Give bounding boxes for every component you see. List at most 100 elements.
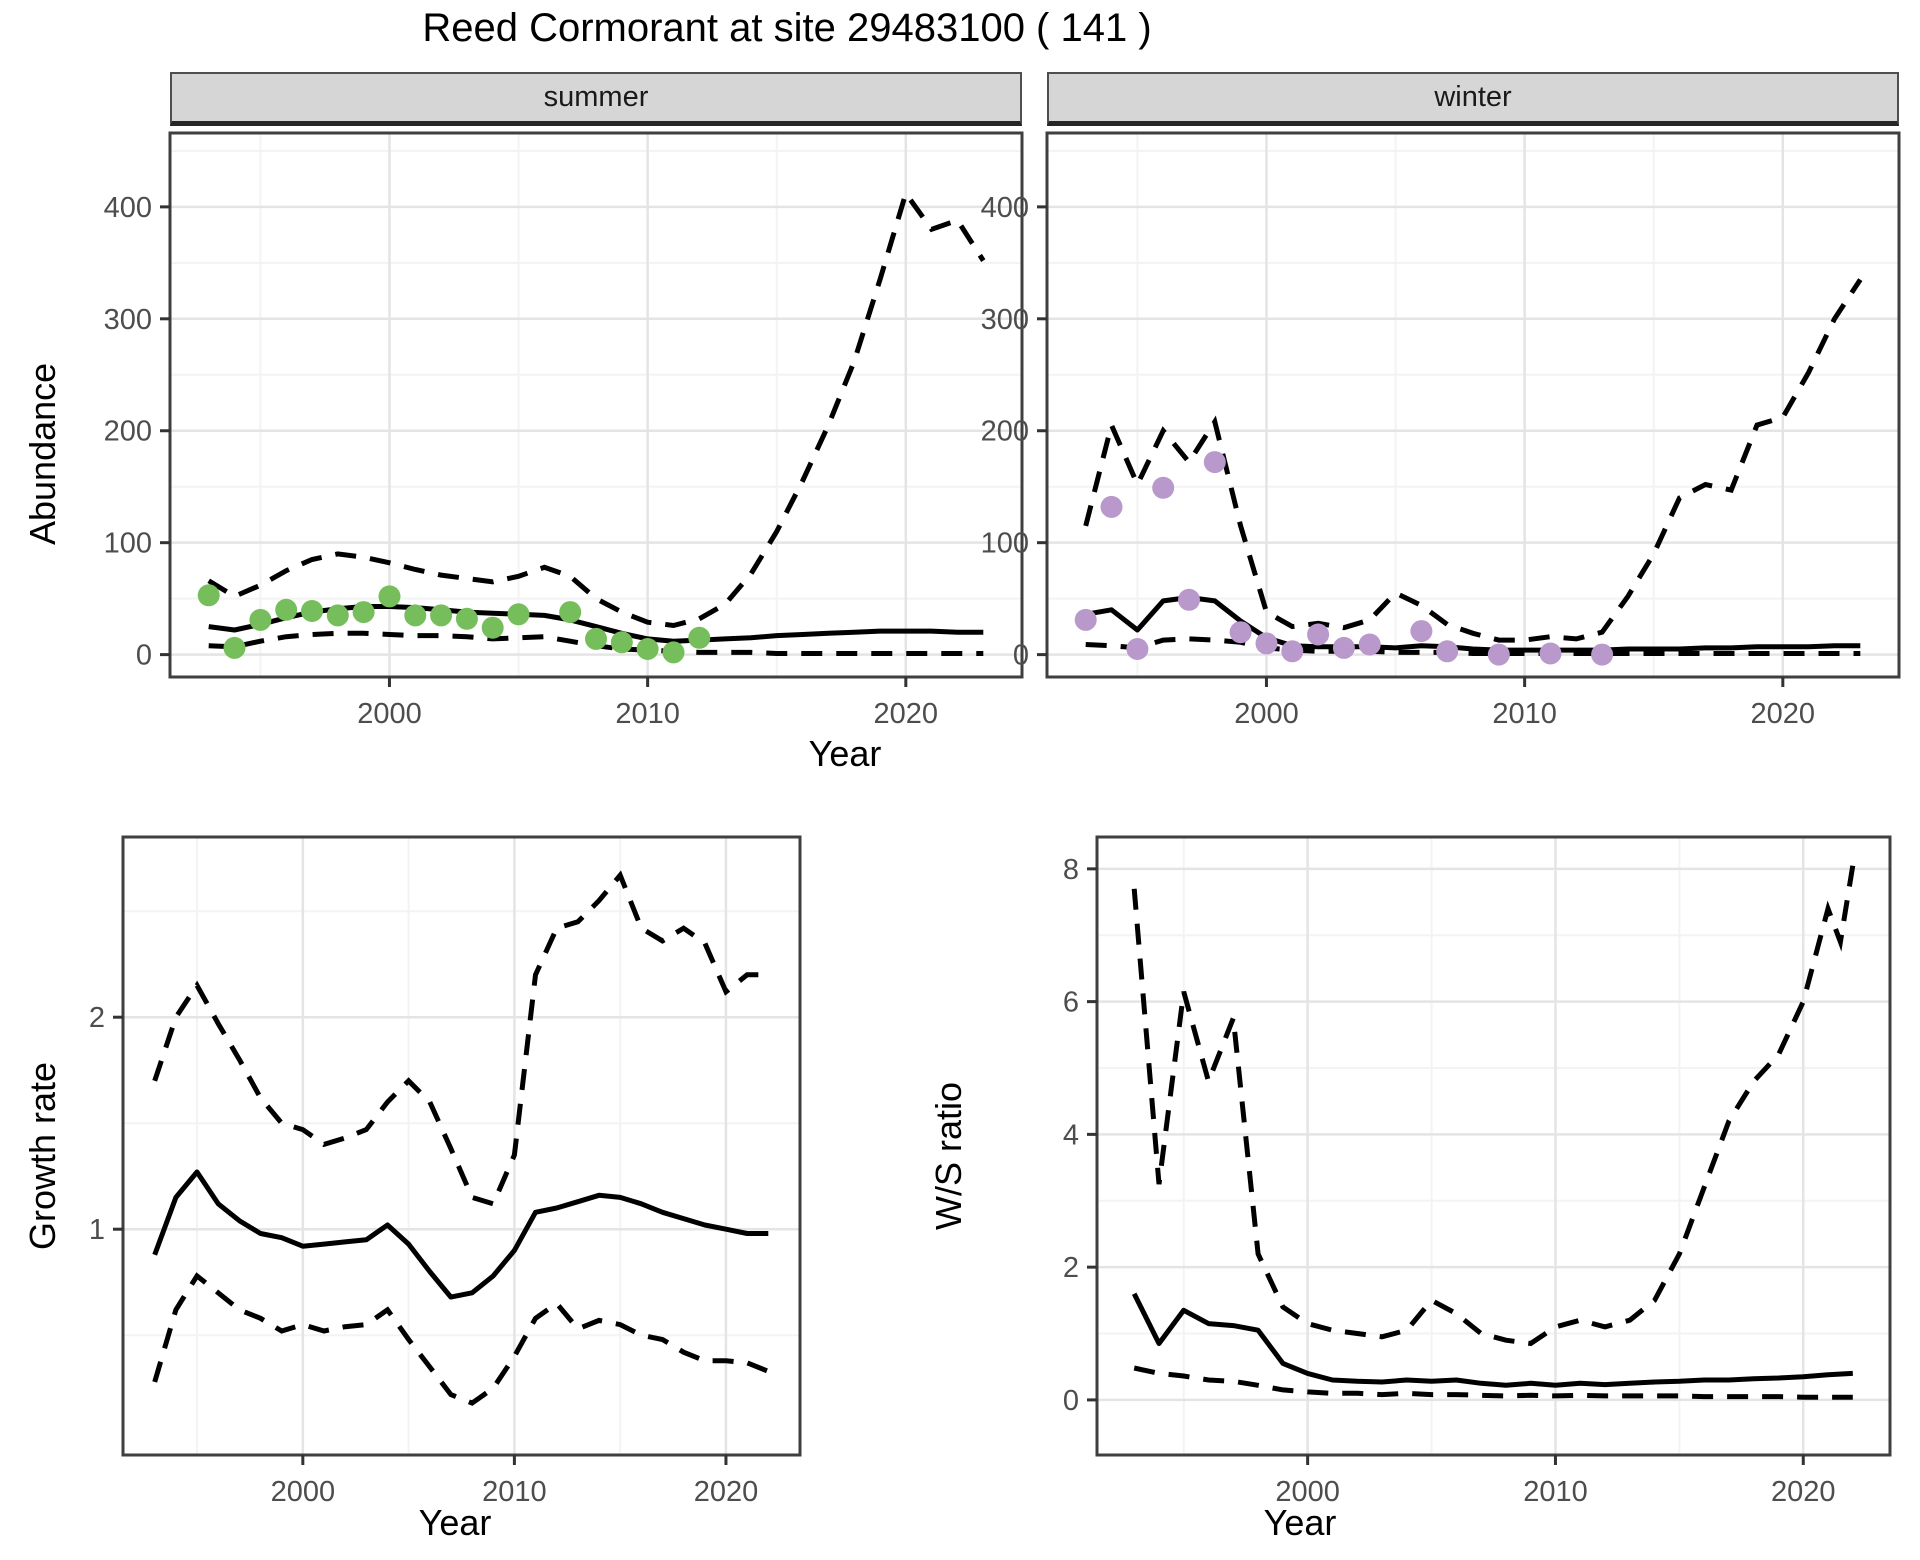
data-point (1100, 495, 1123, 518)
data-point (1410, 620, 1433, 643)
x-tick-label: 2000 (1234, 698, 1299, 730)
data-point (404, 604, 427, 627)
panel-border (121, 835, 802, 1457)
x-tick-label: 2000 (271, 1476, 336, 1508)
data-point (1178, 588, 1200, 611)
panel-background (1097, 837, 1890, 1455)
data-point (688, 626, 711, 649)
x-tick-label: 2010 (1523, 1476, 1588, 1508)
growth-panel: 2000 2010 2020 1 2 (89, 835, 802, 1508)
facet-strip-winter-label: winter (1434, 81, 1512, 113)
y-tick-label: 4 (1063, 1119, 1079, 1151)
data-point (301, 600, 323, 622)
x-tick-label: 2010 (482, 1476, 547, 1508)
data-point (1152, 476, 1175, 499)
estimate-line (1131, 1292, 1853, 1388)
x-tick-label: 2020 (874, 698, 939, 730)
panel-background (1047, 133, 1899, 677)
y-tick-label: 200 (981, 416, 1029, 448)
data-point (378, 585, 401, 608)
lower-ci-line (1133, 1365, 1853, 1400)
data-point (275, 598, 298, 621)
lower-ci-line (1085, 636, 1861, 656)
facet-strip-summer: summer (170, 72, 1022, 126)
data-point (507, 603, 530, 626)
ws-panel: 2000 2010 2020 0 2 4 6 8 (1063, 835, 1892, 1508)
summer-panel: 2000 2010 2020 0 100 200 300 400 (104, 131, 1024, 730)
panel-background (123, 837, 800, 1455)
data-point (430, 604, 453, 627)
data-point (352, 601, 375, 624)
x-tick-label: 2010 (1492, 698, 1557, 730)
y-tick-label: 300 (104, 304, 152, 336)
x-tick-label: 2020 (1751, 698, 1816, 730)
x-axis-title-year-bottom-right: Year (1263, 1502, 1337, 1543)
panel-border (168, 131, 1024, 679)
data-point (559, 601, 582, 624)
facet-strip-summer-label: summer (543, 81, 649, 113)
x-tick-label: 2010 (615, 698, 680, 730)
upper-ci-line (1131, 865, 1856, 1347)
x-tick-label: 2020 (1771, 1476, 1836, 1508)
y-tick-label: 1 (89, 1214, 105, 1246)
x-tick-label: 2000 (357, 698, 422, 730)
y-axis-title-growth-rate: Growth rate (22, 1061, 63, 1250)
data-point (1074, 608, 1097, 631)
data-point (455, 607, 478, 630)
data-point (326, 604, 349, 627)
panel-border (1095, 835, 1892, 1457)
x-axis-title-year-bottom-left: Year (418, 1502, 492, 1543)
y-tick-label: 0 (1063, 1385, 1079, 1417)
y-tick-label: 100 (104, 528, 152, 560)
data-point (1203, 451, 1226, 474)
y-tick-label: 200 (104, 416, 152, 448)
data-point (1281, 640, 1304, 663)
panel-border (1045, 131, 1901, 679)
y-axis-title-abundance: Abundance (22, 362, 63, 545)
data-point (223, 636, 246, 659)
data-point (1436, 640, 1459, 663)
panel-background (170, 133, 1022, 677)
y-tick-label: 2 (89, 1002, 105, 1034)
data-point (1229, 621, 1252, 644)
data-point (1358, 633, 1381, 656)
upper-ci-line (207, 187, 986, 629)
y-tick-label: 2 (1063, 1252, 1079, 1284)
y-tick-label: 0 (1013, 640, 1029, 672)
data-point (1126, 638, 1149, 660)
y-axis-title-ws-ratio: W/S ratio (928, 1081, 969, 1230)
y-tick-label: 400 (981, 192, 1029, 224)
data-point (1539, 642, 1562, 665)
lower-ci-line (152, 1272, 770, 1406)
y-tick-label: 400 (104, 192, 152, 224)
facet-strip-winter: winter (1047, 72, 1899, 126)
winter-panel: 2000 2010 2020 0 100 200 300 400 (981, 131, 1901, 730)
x-tick-label: 2000 (1275, 1476, 1340, 1508)
data-point (610, 631, 633, 654)
page-title: Reed Cormorant at site 29483100 ( 141 ) (422, 6, 1152, 50)
data-point (197, 584, 220, 607)
y-tick-label: 0 (136, 640, 152, 672)
x-tick-label: 2020 (694, 1476, 759, 1508)
estimate-line (152, 1169, 769, 1300)
y-tick-label: 300 (981, 304, 1029, 336)
y-tick-label: 6 (1063, 987, 1079, 1019)
data-point (1255, 632, 1278, 655)
data-point (249, 608, 272, 631)
data-point (636, 638, 659, 660)
y-tick-label: 100 (981, 528, 1029, 560)
data-point (585, 627, 607, 650)
data-point (1307, 623, 1330, 646)
estimate-line (1085, 595, 1861, 653)
x-axis-title-year-top: Year (808, 733, 882, 774)
data-point (1332, 636, 1355, 659)
data-point (1591, 643, 1614, 666)
data-point (1487, 643, 1510, 666)
data-point (481, 616, 504, 639)
upper-ci-line (152, 870, 769, 1207)
data-point (662, 641, 685, 664)
y-tick-label: 8 (1063, 854, 1079, 886)
upper-ci-line (1083, 278, 1863, 643)
